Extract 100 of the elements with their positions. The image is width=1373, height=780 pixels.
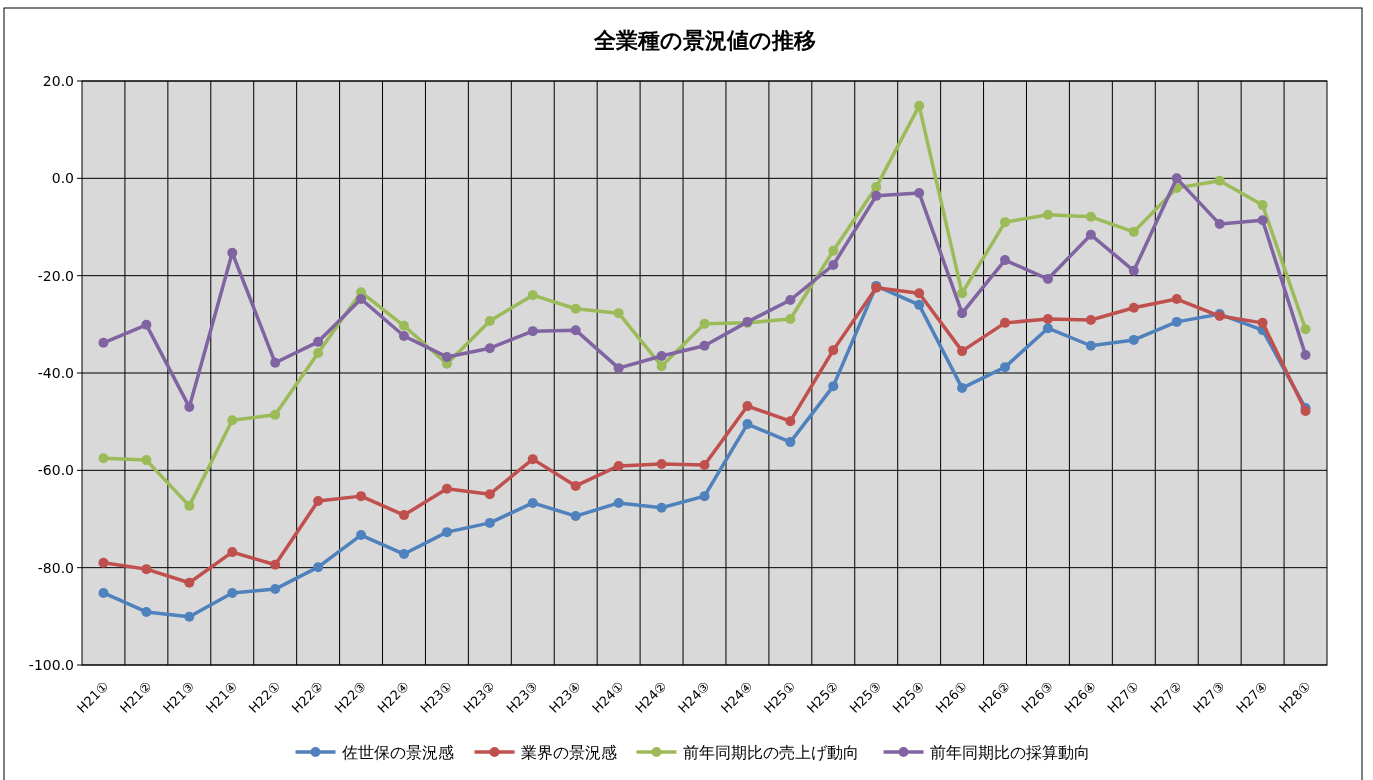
point [141,606,152,617]
y-tick-label: -60.0 [37,462,74,479]
point [957,383,968,394]
point [441,483,452,494]
point [914,100,925,111]
point [398,320,409,331]
point [313,495,324,506]
point [527,497,538,508]
y-tick-label: 0.0 [51,170,74,187]
point [1300,324,1311,335]
point [441,351,452,362]
point [699,318,710,329]
point [441,527,452,538]
point [227,247,238,258]
point [484,315,495,326]
point [699,340,710,351]
point [270,357,281,368]
point [1171,294,1182,305]
point [1128,334,1139,345]
point [613,363,624,374]
point [527,326,538,337]
point [914,299,925,310]
y-tick-label: -40.0 [37,365,74,381]
point [313,336,324,347]
point [527,290,538,301]
point [313,562,324,573]
point [914,288,925,299]
point [742,419,753,430]
legend-label: 前年同期比の採算動向 [929,743,1090,762]
point [699,491,710,502]
y-tick-label: -20.0 [37,267,74,284]
point [828,259,839,270]
y-tick-label: 20.0 [42,73,74,89]
point [227,415,238,426]
point [1257,317,1268,328]
point [1085,340,1096,351]
point [1171,173,1182,184]
point [398,331,409,342]
point [1042,323,1053,334]
point [656,459,667,470]
point [699,459,710,470]
legend-label: 佐世保の景況感 [341,743,454,762]
point [1085,314,1096,325]
point [613,460,624,471]
point [871,182,882,193]
point [1042,313,1053,324]
point [1257,200,1268,211]
point [98,587,109,598]
chart-title: 全業種の景況値の推移 [592,28,816,53]
point [227,547,238,558]
point [313,348,324,359]
point [1000,317,1011,328]
point [270,559,281,570]
point [957,346,968,357]
point [356,294,367,305]
point [914,187,925,198]
point [141,319,152,330]
point [184,402,195,413]
point [957,288,968,299]
point [141,455,152,466]
point [1128,302,1139,313]
y-tick-label: -80.0 [37,559,74,576]
point [1000,217,1011,228]
point [570,511,581,522]
point [828,381,839,392]
point [1128,226,1139,237]
point [184,611,195,622]
point [1257,215,1268,226]
point [570,303,581,314]
point [785,437,796,448]
point [785,416,796,427]
point [613,308,624,319]
point [227,587,238,598]
point [1214,175,1225,186]
point [98,557,109,568]
point [356,530,367,541]
point [785,313,796,324]
point [1042,209,1053,220]
point [398,549,409,560]
point [785,295,796,305]
point [398,510,409,521]
point [1171,316,1182,327]
point [270,409,281,420]
point [1128,265,1139,276]
point [98,453,109,464]
point [484,489,495,500]
point [184,500,195,511]
point [1085,211,1096,222]
point [828,245,839,256]
legend-label: 業界の景況感 [520,743,617,762]
point [871,190,882,201]
point [141,564,152,575]
point [270,584,281,595]
point [570,480,581,491]
point [484,517,495,528]
point [656,361,667,372]
point [1300,349,1311,360]
point [356,491,367,502]
point [613,497,624,508]
point [98,337,109,348]
